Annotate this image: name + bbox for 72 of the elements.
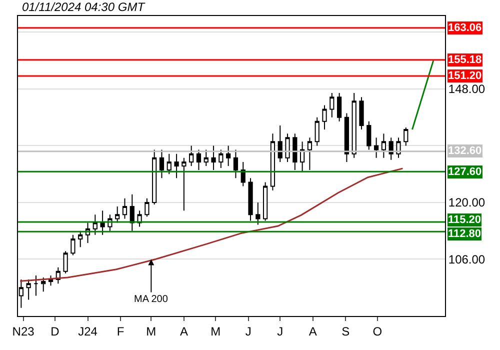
ref-line-label: 151.20 <box>448 70 482 82</box>
candlestick <box>248 178 253 222</box>
candlestick <box>396 137 401 158</box>
annotation: MA 200 <box>134 294 168 305</box>
candlestick <box>218 149 224 169</box>
candlestick <box>307 137 312 171</box>
ref-line-label: 132.60 <box>448 145 482 157</box>
candlestick <box>166 153 172 175</box>
x-tick-label: J <box>245 324 252 338</box>
x-tick-label: J <box>277 324 284 338</box>
candlestick <box>144 198 150 218</box>
candlestick <box>322 104 327 130</box>
x-tick-label: O <box>372 324 382 338</box>
x-tick-label: N23 <box>12 324 35 338</box>
ref-line-label: 155.18 <box>448 54 482 66</box>
candlestick <box>270 133 276 191</box>
candlestick <box>100 210 105 236</box>
candlestick <box>78 230 83 248</box>
candlestick <box>359 96 364 130</box>
candlestick <box>211 145 216 171</box>
candlestick <box>115 206 120 224</box>
x-tick-label: A <box>308 324 317 338</box>
ref-line-label: 112.80 <box>448 228 482 240</box>
candlestick <box>233 149 238 179</box>
x-tick-label: F <box>116 324 124 338</box>
candlestick <box>34 274 38 296</box>
candlestick <box>388 137 394 160</box>
candlestick <box>336 92 342 122</box>
y-tick-label: 120.00 <box>448 196 486 210</box>
candlestick <box>26 279 31 300</box>
candlestick <box>189 145 194 166</box>
candlestick <box>182 157 186 212</box>
ref-line-label: 163.06 <box>448 22 482 34</box>
candlestick <box>263 182 268 222</box>
candlestick <box>344 112 350 162</box>
chart-title: 01/11/2024 04:30 GMT <box>22 0 146 14</box>
candlestick <box>330 92 334 118</box>
candlestick <box>130 194 134 232</box>
candlestick <box>404 126 408 146</box>
candlestick <box>159 149 164 179</box>
ref-line-label: 127.60 <box>448 166 482 178</box>
candlestick <box>292 133 298 171</box>
x-tick-label: A <box>180 324 188 338</box>
candlestick <box>240 161 246 187</box>
candlestick <box>352 92 356 158</box>
candlestick <box>63 250 68 274</box>
x-tick-label: D <box>50 324 60 338</box>
y-tick-label: 148.00 <box>448 82 486 96</box>
candlestick <box>152 149 157 206</box>
candlestick <box>381 133 386 158</box>
candlestick <box>70 234 76 256</box>
x-tick-label: S <box>342 324 350 338</box>
candlestick <box>122 198 128 220</box>
candlestick <box>92 214 98 236</box>
candlestick <box>314 116 320 146</box>
candlestick <box>366 120 372 150</box>
y-tick-label: 106.00 <box>448 252 486 266</box>
candlestick <box>226 145 231 166</box>
candlestick <box>374 137 379 158</box>
ref-line-label: 115.20 <box>448 214 482 226</box>
x-tick-label: J24 <box>78 324 98 338</box>
candlestick <box>174 153 179 179</box>
candlestick <box>204 149 208 166</box>
candlestick <box>278 124 282 162</box>
x-tick-label: M <box>210 324 221 338</box>
candlestick <box>196 149 202 171</box>
line-series <box>19 168 404 282</box>
candlestick <box>256 202 260 226</box>
candlestick <box>285 133 290 162</box>
candlestick <box>48 274 54 286</box>
x-tick-label: M <box>146 324 156 338</box>
candlestick <box>41 276 46 292</box>
